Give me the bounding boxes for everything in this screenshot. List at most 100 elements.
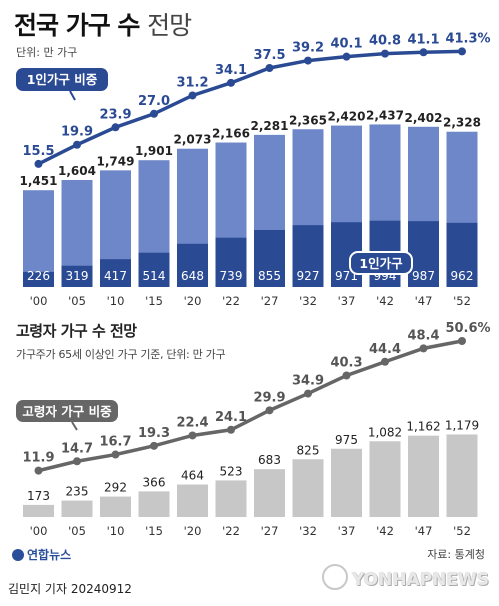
x-tick-1-5: '22 bbox=[222, 294, 240, 308]
watermark-text: YONHAPNEWS bbox=[351, 570, 489, 590]
x-tick-1-9: '42 bbox=[376, 294, 394, 308]
single-bar-1 bbox=[61, 265, 93, 287]
single-share-point-4 bbox=[188, 91, 197, 100]
single-share-point-2 bbox=[111, 123, 120, 132]
single-label-1: 319 bbox=[66, 269, 89, 283]
elderly-bar-8 bbox=[331, 448, 362, 517]
elderly-share-point-11 bbox=[458, 336, 466, 345]
elderly-share-label-5: 24.1 bbox=[215, 410, 247, 425]
single-share-point-8 bbox=[342, 52, 351, 61]
single-bar-7 bbox=[292, 225, 324, 287]
elderly-share-point-3 bbox=[150, 441, 158, 450]
total-label-6: 2,281 bbox=[251, 119, 289, 133]
total-label-8: 2,420 bbox=[328, 110, 366, 124]
elderly-bar-2 bbox=[100, 496, 131, 517]
single-share-label-5: 34.1 bbox=[215, 63, 247, 78]
single-share-label-3: 27.0 bbox=[138, 94, 170, 109]
elderly-share-point-1 bbox=[73, 457, 81, 466]
x-tick-2-6: '27 bbox=[261, 524, 279, 538]
elderly-label-11: 1,179 bbox=[445, 418, 479, 432]
elderly-label-10: 1,162 bbox=[406, 420, 440, 434]
elderly-label-1: 235 bbox=[66, 485, 89, 499]
x-tick-1-10: '47 bbox=[415, 294, 433, 308]
main-title-bold: 전국 가구 수 bbox=[14, 11, 140, 40]
elderly-share-point-9 bbox=[381, 357, 389, 366]
x-tick-1-1: '05 bbox=[68, 294, 86, 308]
single-label-4: 648 bbox=[181, 269, 204, 283]
elderly-share-label-0: 11.9 bbox=[22, 451, 54, 466]
single-bar-2 bbox=[100, 259, 131, 287]
byline: 김민지 기자 20240912 bbox=[8, 582, 132, 596]
single-label-7: 927 bbox=[297, 269, 320, 283]
single-share-point-7 bbox=[304, 56, 312, 65]
elderly-share-point-2 bbox=[111, 450, 120, 459]
single-label-5: 739 bbox=[220, 269, 243, 283]
single-share-point-5 bbox=[227, 78, 235, 87]
total-label-5: 2,166 bbox=[212, 127, 250, 141]
elderly-label-0: 173 bbox=[27, 489, 50, 503]
yonhap-logo: 연합뉴스 bbox=[12, 546, 71, 563]
single-share-label-4: 31.2 bbox=[176, 75, 208, 90]
single-share-label-10: 41.1 bbox=[407, 32, 439, 47]
total-label-10: 2,402 bbox=[405, 111, 443, 125]
elderly-label-8: 975 bbox=[335, 433, 358, 447]
watermark: YONHAPNEWS bbox=[321, 564, 489, 590]
x-tick-2-8: '37 bbox=[338, 524, 356, 538]
single-label-3: 514 bbox=[143, 269, 166, 283]
single-legend-box bbox=[349, 251, 413, 275]
elderly-bar-6 bbox=[254, 469, 285, 517]
x-tick-2-11: '52 bbox=[453, 524, 471, 538]
single-bar-4 bbox=[177, 243, 208, 287]
elderly-share-point-6 bbox=[265, 406, 274, 415]
single-legend-text: 1인가구 bbox=[359, 256, 403, 271]
logo-icon bbox=[12, 549, 24, 561]
x-tick-2-2: '10 bbox=[107, 524, 125, 538]
single-share-label-0: 15.5 bbox=[22, 144, 54, 159]
elderly-share-point-4 bbox=[188, 431, 197, 440]
elderly-label-6: 683 bbox=[258, 453, 281, 467]
elderly-share-line bbox=[38, 339, 463, 473]
x-tick-2-10: '47 bbox=[415, 524, 433, 538]
elderly-label-9: 1,082 bbox=[368, 425, 402, 439]
elderly-bar-11 bbox=[446, 434, 478, 517]
x-tick-1-2: '10 bbox=[107, 294, 125, 308]
single-share-label-2: 23.9 bbox=[99, 107, 131, 122]
elderly-share-label-6: 29.9 bbox=[253, 390, 285, 405]
single-share-label-7: 39.2 bbox=[292, 41, 324, 56]
total-label-2: 1,749 bbox=[97, 154, 135, 168]
elderly-share-label-9: 44.4 bbox=[369, 342, 401, 357]
single-label-2: 417 bbox=[104, 269, 127, 283]
elderly-bar-10 bbox=[408, 435, 439, 517]
x-tick-2-4: '20 bbox=[184, 524, 202, 538]
elderly-share-label-2: 16.7 bbox=[99, 435, 131, 450]
elderly-share-legend-box bbox=[16, 400, 118, 422]
elderly-share-point-7 bbox=[304, 389, 312, 398]
elderly-bar-5 bbox=[215, 480, 247, 517]
elderly-share-label-4: 22.4 bbox=[176, 415, 208, 430]
elderly-share-point-10 bbox=[419, 344, 428, 353]
elderly-label-7: 825 bbox=[297, 443, 320, 457]
single-share-point-9 bbox=[381, 49, 389, 58]
main-title-light: 전망 bbox=[147, 11, 192, 40]
single-label-0: 226 bbox=[27, 269, 50, 283]
x-tick-1-11: '52 bbox=[453, 294, 471, 308]
x-tick-1-6: '27 bbox=[261, 294, 279, 308]
total-label-0: 1,451 bbox=[20, 174, 58, 188]
single-share-label-6: 37.5 bbox=[253, 48, 285, 63]
elderly-share-label-7: 34.9 bbox=[292, 374, 324, 389]
x-tick-2-5: '22 bbox=[222, 524, 240, 538]
single-share-label-9: 40.8 bbox=[369, 34, 401, 49]
elderly-share-point-5 bbox=[227, 425, 235, 434]
single-share-line bbox=[37, 49, 463, 166]
single-share-point-10 bbox=[419, 48, 428, 57]
elderly-bar-9 bbox=[369, 441, 401, 517]
elderly-share-point-0 bbox=[34, 466, 43, 475]
x-tick-1-7: '32 bbox=[299, 294, 317, 308]
elderly-bar-1 bbox=[61, 500, 93, 517]
total-label-7: 2,365 bbox=[289, 113, 327, 127]
single-share-legend-text: 1인가구 비중 bbox=[27, 72, 98, 87]
single-label-10: 987 bbox=[412, 269, 435, 283]
logo-text: 연합뉴스 bbox=[27, 548, 72, 562]
